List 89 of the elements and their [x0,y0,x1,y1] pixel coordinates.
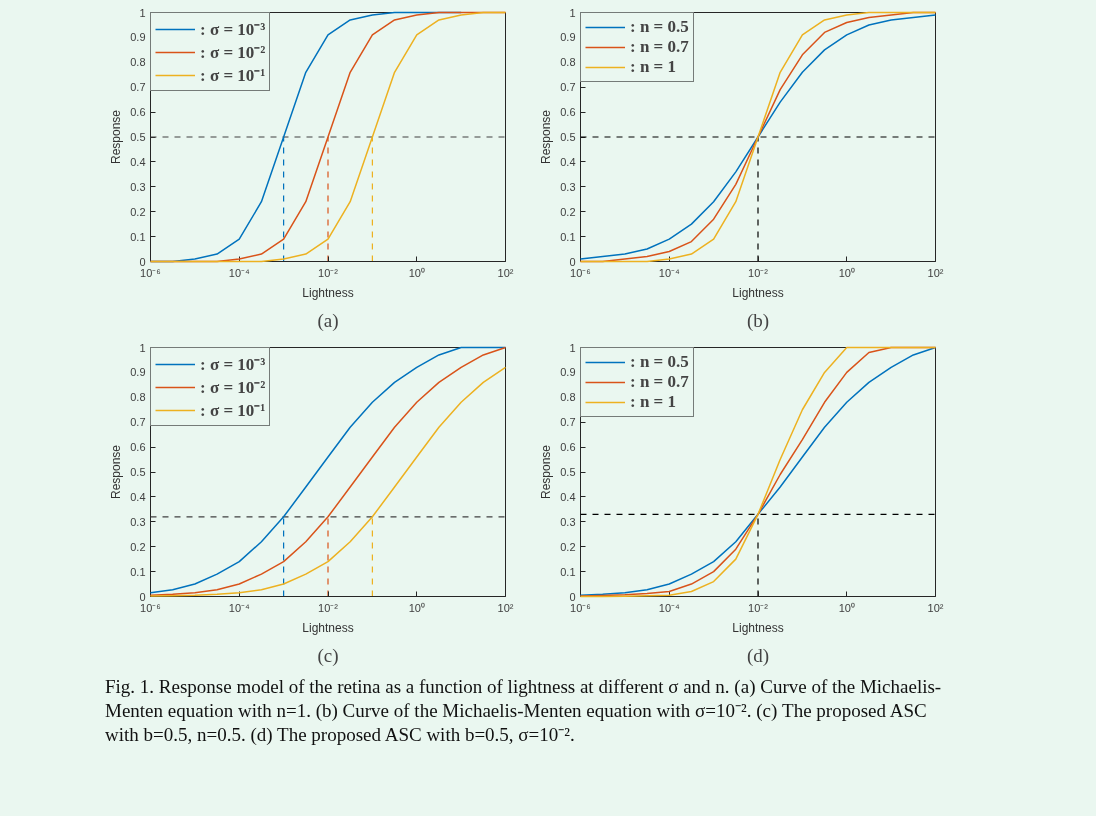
text: (c) [317,644,339,667]
y-tick-label: 0 [139,590,146,603]
y-tick-label: 0.3 [560,515,576,528]
legend-label: : σ = 10⁻¹ [200,65,266,86]
x-axis-title: Lightness [732,285,784,300]
y-tick-label: 0.2 [560,205,576,218]
x-tick-label: 10² [497,266,514,279]
legend-label: : n = 0.5 [630,17,689,37]
x-tick-label: 10⁻⁴ [228,266,250,279]
x-tick-label: 10⁻² [318,601,339,614]
y-axis-title: Response [109,444,124,500]
x-tick-label: 10² [497,601,514,614]
y-tick-label: 0.4 [560,490,576,503]
y-axis-title: Response [539,109,554,165]
y-axis-title: Response [109,109,124,165]
y-tick-label: 0.7 [560,416,576,429]
y-tick-label: 0.1 [130,565,146,578]
y-tick-label: 0.4 [130,155,146,168]
y-tick-label: 0.3 [560,180,576,193]
x-tick-label: 10⁻⁶ [570,601,591,614]
x-tick-label: 10² [927,601,944,614]
y-tick-label: 0.7 [130,416,146,429]
caption: Fig. 1. Response model of the retina as a function of lightness at different σ and n. (a) Curve of the Michaelis-Menten equation with n=1. (b) Curve of the Michaelis-Menten equation with σ=10⁻². (c) The proposed ASC with b=0.5, n=0.5. (d) The proposed ASC with b=0.5, σ=10⁻². [105,675,943,747]
y-tick-label: 0.4 [560,155,576,168]
y-tick-label: 0.1 [560,230,576,243]
y-tick-label: 1 [569,6,576,19]
x-tick-label: 10⁻² [748,601,769,614]
y-tick-label: 0.2 [130,205,146,218]
x-tick-label: 10² [927,266,944,279]
legend-label: : n = 0.5 [630,352,689,372]
y-tick-label: 0.5 [130,466,146,478]
y-tick-label: 0.8 [130,56,146,69]
y-tick-label: 0.9 [130,31,146,44]
y-tick-label: 0.6 [130,441,146,454]
legend-label: : n = 1 [630,392,677,412]
y-tick-label: 0.8 [130,391,146,404]
legend-label: : σ = 10⁻¹ [200,400,266,421]
text: (d) [746,644,770,667]
y-tick-label: 1 [139,341,146,354]
x-axis-title: Lightness [302,285,354,300]
y-tick-label: 0.2 [560,540,576,553]
y-tick-label: 0 [569,255,576,268]
y-tick-label: 0.6 [560,441,576,454]
y-tick-label: 0.9 [560,31,576,44]
legend-label: : n = 0.7 [630,372,689,392]
y-tick-label: 1 [569,341,576,354]
x-tick-label: 10⁻⁴ [658,266,680,279]
x-tick-label: 10⁻⁶ [570,266,591,279]
y-tick-label: 0.1 [130,230,146,243]
y-tick-label: 0 [139,255,146,268]
y-tick-label: 0 [569,590,576,603]
y-tick-label: 0.3 [130,180,146,193]
text: (a) [317,309,339,332]
y-tick-label: 0.5 [130,131,146,143]
y-tick-label: 0.8 [560,56,576,69]
y-tick-label: 0.9 [130,366,146,379]
legend-label: : σ = 10⁻² [200,42,266,63]
x-tick-label: 10⁰ [408,266,425,279]
legend-label: : n = 1 [630,57,677,77]
y-tick-label: 0.6 [560,106,576,119]
x-tick-label: 10⁰ [408,601,425,614]
text: (b) [746,309,770,332]
y-tick-label: 0.7 [560,81,576,94]
x-tick-label: 10⁻⁶ [140,266,161,279]
y-tick-label: 0.1 [560,565,576,578]
y-tick-label: 1 [139,6,146,19]
y-tick-label: 0.4 [130,490,146,503]
x-tick-label: 10⁰ [838,266,855,279]
x-tick-label: 10⁻⁴ [228,601,250,614]
y-tick-label: 0.3 [130,515,146,528]
x-tick-label: 10⁻² [318,266,339,279]
x-tick-label: 10⁰ [838,601,855,614]
y-tick-label: 0.8 [560,391,576,404]
x-tick-label: 10⁻⁶ [140,601,161,614]
x-axis-title: Lightness [732,620,784,635]
legend-label: : n = 0.7 [630,37,689,57]
x-axis-title: Lightness [302,620,354,635]
y-tick-label: 0.9 [560,366,576,379]
legend-label: : σ = 10⁻² [200,377,266,398]
y-axis-title: Response [539,444,554,500]
y-tick-label: 0.7 [130,81,146,94]
legend-label: : σ = 10⁻³ [200,354,266,375]
legend-label: : σ = 10⁻³ [200,19,266,40]
x-tick-label: 10⁻⁴ [658,601,680,614]
x-tick-label: 10⁻² [748,266,769,279]
y-tick-label: 0.6 [130,106,146,119]
y-tick-label: 0.5 [560,466,576,478]
y-tick-label: 0.2 [130,540,146,553]
y-tick-label: 0.5 [560,131,576,143]
